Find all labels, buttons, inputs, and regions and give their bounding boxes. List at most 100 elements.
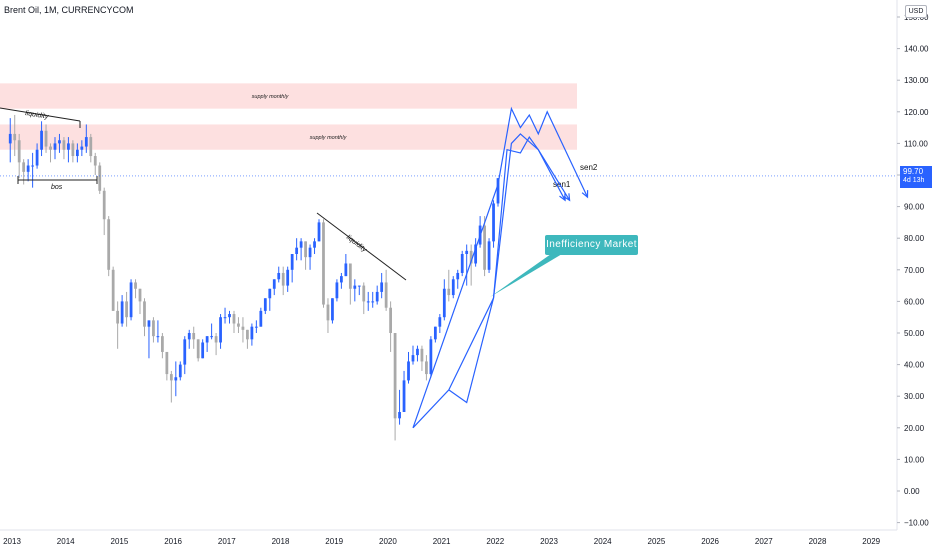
candle-body: [268, 288, 272, 299]
annotation-label: sen2: [580, 163, 598, 172]
candle: [322, 219, 325, 308]
candle: [299, 238, 303, 261]
candle-body: [447, 288, 451, 296]
callout-label: Inefficiency Market: [546, 239, 637, 250]
candle: [438, 314, 442, 333]
y-tick-label: 30.00: [904, 392, 925, 401]
candle: [353, 279, 357, 302]
candle-body: [277, 272, 281, 280]
candle: [75, 143, 79, 163]
candle: [375, 285, 379, 305]
x-tick-label: 2013: [3, 537, 21, 546]
candle-body: [331, 298, 334, 321]
candle: [429, 336, 433, 378]
candle-body: [389, 307, 392, 333]
candle-body: [474, 244, 478, 264]
candle-body: [492, 203, 495, 242]
x-tick-label: 2017: [218, 537, 236, 546]
y-axis[interactable]: −10.00 0.00 10.00 20.00 30.00 40.00 50.00 60.00…: [896, 0, 932, 550]
candle-body: [371, 301, 375, 303]
candle: [277, 266, 281, 283]
candle: [268, 288, 272, 311]
candle: [402, 370, 406, 412]
candle: [35, 143, 39, 169]
candle-body: [295, 247, 299, 254]
callout-pointer: [490, 254, 562, 297]
candle-body: [299, 241, 303, 248]
candle-body: [425, 361, 428, 375]
candle: [125, 291, 128, 327]
candle: [147, 320, 151, 359]
currency-label[interactable]: USD: [905, 5, 927, 18]
y-tick-label: 60.00: [904, 297, 925, 306]
x-axis[interactable]: 2013 2014 2015 2016 2017 2018 2019 2020 2021 2022…: [0, 529, 897, 546]
annotation-label: bos: [51, 184, 63, 191]
candle: [281, 266, 285, 296]
candle-body: [487, 241, 491, 270]
candle-body: [147, 320, 151, 327]
candle-body: [210, 336, 213, 338]
candle-body: [40, 130, 43, 150]
annotation-label: liquidity: [345, 234, 368, 254]
candle-body: [469, 250, 473, 264]
candle: [246, 329, 249, 349]
candle: [120, 295, 124, 327]
candle: [460, 250, 464, 277]
x-tick-label: 2024: [594, 537, 612, 546]
candle-body: [241, 326, 245, 330]
candle-body: [308, 247, 312, 258]
candle: [58, 133, 61, 153]
candle: [241, 317, 245, 343]
candle: [98, 162, 102, 194]
candle: [192, 326, 196, 349]
candle: [134, 279, 137, 299]
candle-body: [156, 336, 160, 338]
candle: [286, 266, 290, 292]
candle-body: [183, 339, 187, 365]
candle: [483, 216, 486, 277]
supply-zones: supply monthly supply monthly: [0, 83, 577, 150]
last-price-tag: 99.70 4d 13h: [900, 166, 932, 188]
candle: [71, 140, 75, 163]
candle: [152, 317, 155, 343]
candle: [250, 323, 254, 346]
x-tick-label: 2027: [755, 537, 773, 546]
candle: [196, 339, 200, 362]
x-tick-label: 2026: [701, 537, 719, 546]
x-tick-label: 2014: [57, 537, 75, 546]
candle-body: [438, 317, 442, 327]
x-tick-label: 2020: [379, 537, 397, 546]
candle-body: [22, 162, 26, 172]
candle-body: [143, 301, 146, 327]
candle-body: [442, 288, 446, 318]
candle-body: [125, 301, 128, 318]
candle-body: [192, 333, 196, 340]
candle-body: [362, 285, 366, 302]
candle: [8, 118, 12, 163]
projection-path-sen2-arrowhead: [581, 190, 589, 199]
candle-body: [138, 288, 142, 302]
candle-body: [161, 336, 164, 352]
candle-body: [384, 282, 388, 308]
x-tick-label: 2015: [111, 537, 129, 546]
candle: [335, 279, 339, 302]
candle: [331, 298, 334, 324]
candle: [156, 320, 160, 343]
candle-body: [250, 326, 254, 340]
candle-body: [465, 250, 469, 254]
candle-body: [214, 336, 218, 343]
candle: [40, 121, 43, 157]
candle-body: [26, 165, 30, 172]
candle: [13, 114, 17, 157]
candle: [416, 345, 419, 362]
candle: [308, 244, 312, 270]
candle-body: [290, 254, 294, 270]
candle-body: [304, 241, 307, 258]
projection-path-sen2: [412, 106, 589, 428]
candle-body: [322, 222, 325, 305]
candle-body: [35, 149, 39, 166]
candle: [362, 282, 366, 315]
x-tick-label: 2018: [272, 537, 290, 546]
candle-body: [416, 348, 419, 356]
